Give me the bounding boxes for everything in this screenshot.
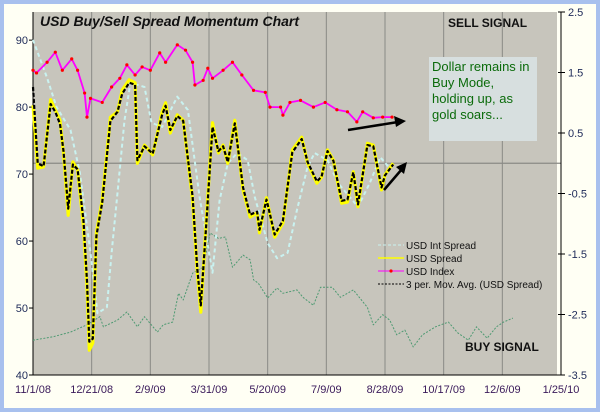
usd-index-point: [206, 66, 210, 70]
right-tick-label: -3.5: [568, 370, 587, 382]
legend-marker: [389, 269, 393, 273]
usd-index-point: [100, 100, 104, 105]
x-tick-label: 8/28/09: [367, 384, 404, 396]
3-per-mov-avg-usd-spread-line: [31, 81, 395, 343]
usd-index-point: [88, 96, 93, 100]
usd-index-point: [355, 120, 359, 124]
usd-index-point: [268, 105, 272, 109]
usd-index-point: [288, 100, 292, 105]
usd-index-point: [281, 113, 285, 117]
usd-index-point: [85, 115, 89, 119]
x-tick-label: 10/17/09: [422, 384, 465, 396]
usd-index-point: [371, 116, 375, 120]
legend: USD Int Spread USD Spread USD Index 3 per. …: [378, 241, 542, 291]
usd-index-point: [311, 105, 316, 109]
annotation-note: Dollar remains in Buy Mode, holding up, …: [429, 57, 537, 141]
usd-index-point: [133, 73, 137, 77]
x-tick-label: 7/9/09: [311, 384, 342, 396]
left-tick-label: 40: [16, 370, 28, 382]
x-tick-label: 11/1/08: [15, 384, 51, 396]
legend-entry: USD Int Spread: [406, 241, 476, 252]
left-tick-label: 70: [16, 169, 28, 181]
usd-index-point: [31, 68, 35, 72]
usd-index-point: [45, 60, 49, 64]
right-tick-label: -1.5: [568, 249, 587, 261]
x-tick-label: 2/9/09: [135, 384, 166, 396]
usd-index-point: [75, 68, 80, 72]
usd-index-point: [251, 88, 256, 92]
usd-index-point: [263, 90, 267, 94]
right-tick-label: 2.5: [568, 7, 583, 19]
usd-index-point: [110, 85, 114, 89]
usd-index-point: [240, 73, 244, 77]
legend-entry: 3 per. Mov. Avg. (USD Spread): [406, 280, 542, 291]
axes: 11/1/08 12/21/08 2/9/09 3/31/09 5/20/09 7/9/0…: [15, 7, 587, 396]
usd-index-point: [163, 60, 168, 64]
right-tick-label: -2.5: [568, 310, 587, 322]
left-tick-label: 60: [16, 236, 28, 248]
x-tick-label: 12/21/08: [70, 384, 113, 396]
x-tick-label: 3/31/09: [191, 384, 228, 396]
usd-index-point: [83, 91, 87, 95]
series-lines: [31, 39, 514, 352]
series-4-line: [32, 232, 514, 348]
usd-index-point: [125, 63, 129, 67]
right-tick-label: 1.5: [568, 68, 583, 80]
usd-index-point: [190, 60, 195, 64]
legend-entry: USD Index: [406, 267, 454, 278]
usd-index-point: [361, 110, 365, 114]
usd-index-point: [140, 65, 144, 69]
x-tick-label: 5/20/09: [249, 384, 286, 396]
x-tick-label: 12/6/09: [484, 384, 521, 396]
usd-index-point: [278, 105, 283, 109]
usd-index-point: [335, 108, 339, 112]
usd-index-point: [60, 68, 64, 72]
left-tick-label: 90: [16, 35, 28, 47]
usd-index-point: [158, 51, 162, 55]
sell-signal-label: SELL SIGNAL: [448, 16, 527, 30]
usd-index-point: [53, 50, 57, 54]
buy-signal-label: BUY SIGNAL: [465, 340, 539, 354]
usd-index-point: [70, 57, 74, 61]
usd-int-spread-line: [32, 39, 390, 315]
usd-index-point: [345, 110, 350, 114]
left-tick-label: 50: [16, 303, 28, 315]
usd-index-point: [183, 48, 188, 52]
right-tick-label: 0.5: [568, 128, 583, 140]
usd-index-point: [381, 115, 385, 119]
usd-index-point: [175, 43, 179, 47]
usd-index-point: [34, 71, 39, 75]
usd-index-point: [390, 115, 394, 119]
usd-index-point: [221, 68, 225, 72]
right-tick-label: -0.5: [568, 189, 587, 201]
left-tick-label: 80: [16, 102, 28, 114]
usd-index-point: [118, 76, 122, 80]
usd-index-point: [201, 78, 205, 82]
arrow-index: [347, 116, 406, 132]
chart-title: USD Buy/Sell Spread Momentum Chart: [40, 13, 300, 29]
usd-index-point: [323, 100, 327, 105]
usd-index-point: [148, 68, 152, 72]
usd-index-point: [298, 98, 303, 103]
usd-index-point: [210, 76, 215, 80]
usd-index-point: [230, 60, 235, 64]
arrow-spread: [383, 162, 407, 191]
x-tick-label: 1/25/10: [543, 384, 580, 396]
usd-index-point: [193, 83, 197, 87]
legend-entry: USD Spread: [406, 254, 462, 265]
